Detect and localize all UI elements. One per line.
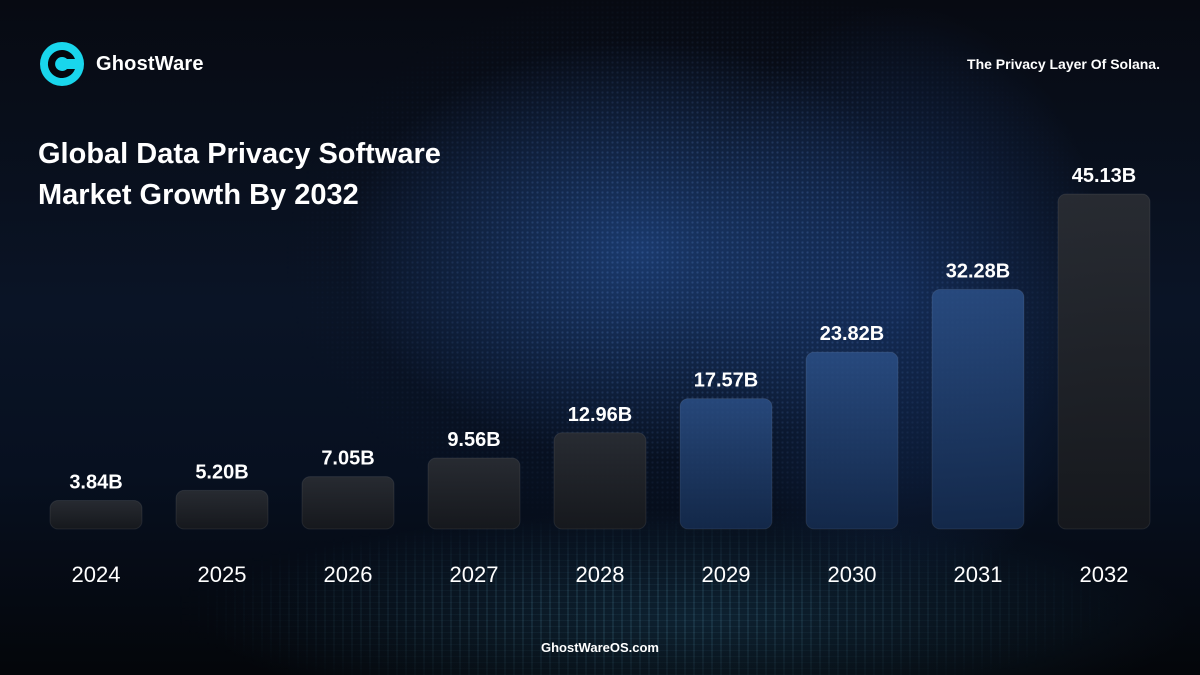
bar-2032 bbox=[1057, 193, 1151, 530]
bar-2030 bbox=[805, 351, 899, 530]
bar-series: 3.84B 2024 5.20B 2025 7.05B 2026 9.56B 2027 12.9… bbox=[49, 165, 1151, 587]
bar-2028 bbox=[553, 432, 647, 530]
bar-2029 bbox=[679, 398, 773, 530]
category-label-2027: 2027 bbox=[450, 562, 499, 587]
category-label-2032: 2032 bbox=[1080, 562, 1129, 587]
category-label-2026: 2026 bbox=[324, 562, 373, 587]
value-label-2026: 7.05B bbox=[321, 448, 374, 470]
brand-name: GhostWare bbox=[96, 52, 204, 75]
bar-2024 bbox=[49, 499, 143, 530]
category-label-2028: 2028 bbox=[576, 562, 625, 587]
category-label-2029: 2029 bbox=[702, 562, 751, 587]
value-label-2028: 12.96B bbox=[568, 404, 633, 426]
bar-2027 bbox=[427, 457, 521, 530]
value-label-2030: 23.82B bbox=[820, 323, 885, 345]
tagline: The Privacy Layer Of Solana. bbox=[967, 56, 1160, 72]
category-label-2031: 2031 bbox=[954, 562, 1003, 587]
value-label-2031: 32.28B bbox=[946, 260, 1011, 282]
category-label-2025: 2025 bbox=[198, 562, 247, 587]
ghost-logo-icon bbox=[40, 42, 84, 86]
bar-2025 bbox=[175, 489, 269, 530]
bar-2026 bbox=[301, 476, 395, 530]
chart-title: Global Data Privacy Software Market Grow… bbox=[38, 134, 441, 216]
value-label-2027: 9.56B bbox=[447, 429, 500, 451]
bar-2031 bbox=[931, 288, 1025, 530]
footer-url: GhostWareOS.com bbox=[541, 640, 659, 655]
category-label-2030: 2030 bbox=[828, 562, 877, 587]
value-label-2025: 5.20B bbox=[195, 461, 248, 483]
brand-logo: GhostWare bbox=[38, 40, 204, 88]
value-label-2024: 3.84B bbox=[69, 471, 122, 493]
value-label-2032: 45.13B bbox=[1072, 165, 1137, 187]
chart-title-line-2: Market Growth By 2032 bbox=[38, 179, 359, 211]
value-label-2029: 17.57B bbox=[694, 370, 759, 392]
category-label-2024: 2024 bbox=[72, 562, 121, 587]
chart-title-line-1: Global Data Privacy Software bbox=[38, 138, 441, 170]
